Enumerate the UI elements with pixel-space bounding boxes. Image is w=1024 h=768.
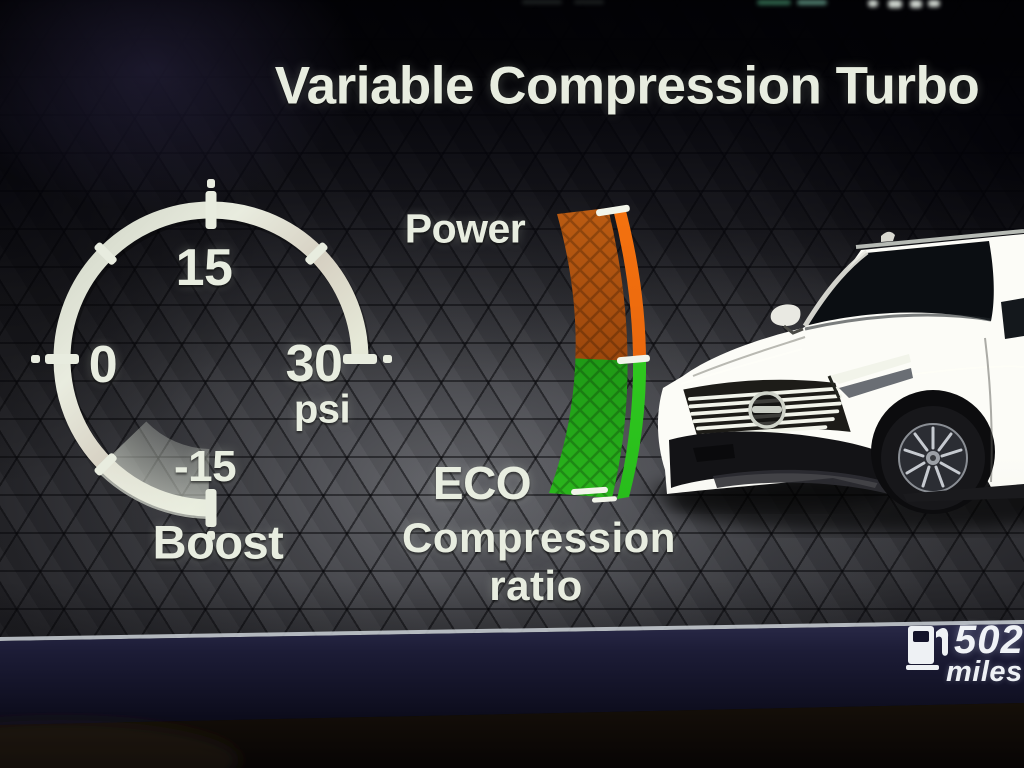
cropped-text-artifact	[522, 0, 562, 4]
boost-tick-top	[205, 191, 217, 229]
compression-tick-bottom	[571, 486, 608, 496]
boost-dot-left	[31, 355, 40, 363]
screen-edge-highlight	[0, 620, 1024, 641]
boost-tick-upper-left	[94, 242, 117, 265]
car-antenna	[881, 231, 895, 242]
car-roof-rail	[855, 229, 1024, 249]
car-rocker	[903, 484, 1024, 502]
boost-tick-upper-right	[305, 242, 328, 265]
car-windshield	[805, 241, 994, 326]
compression-tick-top	[596, 204, 630, 217]
photo-glare	[0, 0, 360, 210]
car-a-pillar	[802, 250, 869, 328]
boost-tick-right	[343, 354, 377, 364]
fuel-range-value: 502	[954, 618, 1024, 662]
bottom-info-bar	[0, 624, 1024, 725]
fuel-pump-icon	[906, 626, 949, 670]
car-cowl	[804, 313, 992, 331]
car-side-window	[1001, 298, 1024, 339]
boost-label-30: 30	[285, 335, 343, 393]
cropped-text-artifact	[757, 0, 791, 5]
car-hood-crease	[692, 336, 806, 377]
power-label: Power	[404, 205, 526, 252]
boost-dot-top	[207, 179, 215, 188]
cropped-text-artifact	[797, 0, 827, 5]
boost-label-minus15: -15	[173, 442, 237, 491]
screen-title: Variable Compression Turbo	[274, 56, 980, 116]
compression-caption-line2: ratio	[489, 562, 583, 609]
eco-label: ECO	[432, 457, 532, 509]
boost-unit-label: psi	[293, 387, 351, 432]
car-headlight	[827, 354, 913, 399]
compression-band-texture	[549, 208, 628, 498]
boost-gauge	[31, 179, 392, 540]
car-hood-highlight	[680, 348, 803, 385]
vehicle-illustration	[657, 229, 1024, 514]
car-brand-badge	[748, 391, 786, 429]
car-door-line	[984, 337, 993, 483]
compression-tick-middle	[616, 354, 650, 365]
cropped-text-artifact	[868, 0, 878, 7]
compression-caption-line1: Compression	[402, 514, 676, 561]
boost-label-15: 15	[175, 239, 233, 297]
bezel	[0, 703, 1024, 768]
car-fender-line	[902, 365, 1024, 377]
boost-dot-right	[383, 355, 392, 363]
compression-gauge	[549, 204, 650, 503]
car-mirror	[770, 304, 801, 326]
compression-ticks	[571, 204, 650, 503]
cropped-text-artifact	[928, 0, 940, 7]
bezel-reflection	[0, 720, 240, 768]
boost-tick-left	[45, 354, 79, 364]
fuel-range-unit: miles	[946, 656, 1023, 688]
car-front-wheel	[871, 390, 995, 514]
boost-label-0: 0	[88, 336, 118, 394]
boost-tick-bottom	[205, 489, 217, 527]
cropped-text-artifact	[910, 0, 922, 8]
boost-tick-lower-left	[94, 453, 117, 476]
boost-gauge-ticks	[31, 179, 392, 540]
compression-tick-bottom2	[591, 496, 617, 503]
boost-dot-bottom	[207, 531, 215, 540]
cropped-text-artifact	[888, 0, 902, 8]
boost-gauge-fill-wedge	[95, 421, 210, 519]
boost-caption: Boost	[152, 515, 284, 569]
cropped-text-artifact	[574, 0, 604, 4]
compression-rail	[613, 207, 647, 499]
car-mirror-base	[783, 324, 804, 335]
car-bumper	[669, 431, 911, 494]
